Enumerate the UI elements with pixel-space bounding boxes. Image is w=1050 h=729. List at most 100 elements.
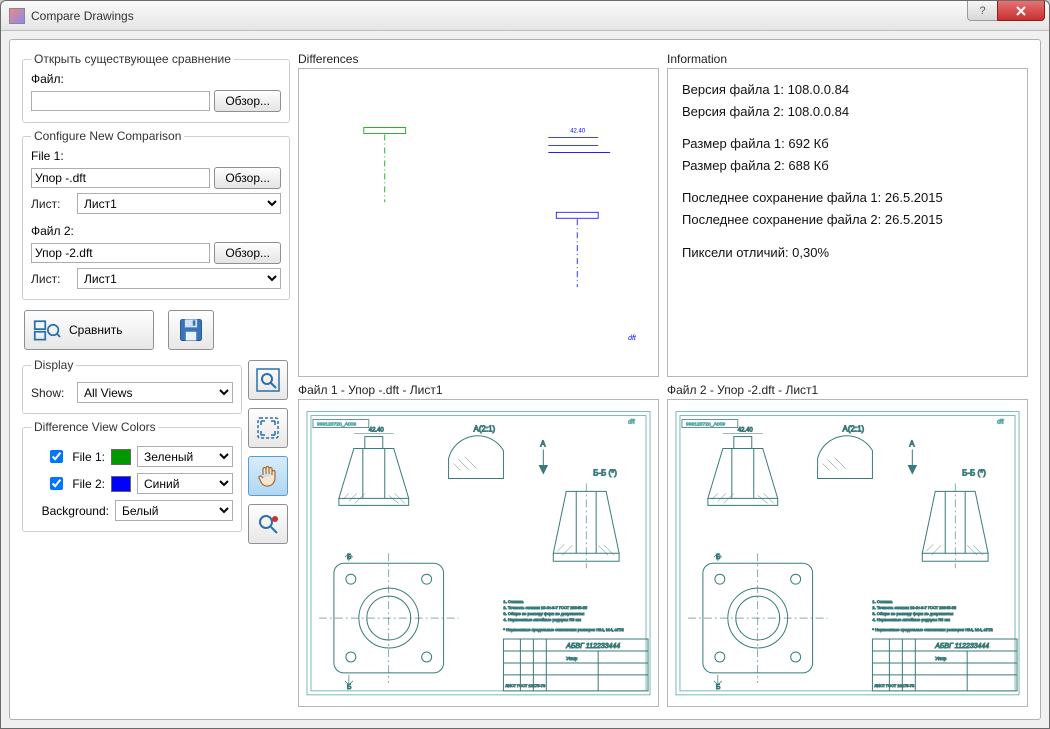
file2-input[interactable]	[31, 243, 210, 263]
svg-text:* Неуказанные предельные откло: * Неуказанные предельные отклонения разм…	[872, 627, 992, 632]
zoom-button[interactable]	[248, 504, 288, 544]
colors-group: Difference View Colors File 1: Зеленый F…	[22, 420, 242, 532]
existing-browse-button[interactable]: Обзор...	[214, 90, 281, 112]
configure-legend: Configure New Comparison	[31, 129, 184, 143]
svg-text:Б: Б	[347, 683, 352, 690]
sheet1-select[interactable]: Лист1	[77, 193, 281, 214]
zoom-fit-button[interactable]	[248, 360, 288, 400]
info-size1: Размер файла 1: 692 Кб	[682, 133, 1013, 155]
file1-panel: Файл 1 - Упор -.dft - Лист1 999123720_А0…	[298, 383, 659, 708]
help-button[interactable]: ?	[967, 1, 997, 21]
file1-color-select[interactable]: Зеленый	[137, 446, 233, 467]
svg-text:42.40: 42.40	[570, 129, 586, 135]
file2-panel: Файл 2 - Упор -2.dft - Лист1 999123720_А…	[667, 383, 1028, 708]
file2-color-select[interactable]: Синий	[137, 473, 233, 494]
svg-text:ЛИСТ ГОСТ 19175-73: ЛИСТ ГОСТ 19175-73	[505, 682, 546, 687]
show-label: Show:	[31, 386, 73, 400]
pan-icon	[255, 463, 281, 489]
file1-label: File 1:	[31, 149, 281, 163]
svg-text:А: А	[540, 439, 546, 448]
content-area: Открыть существующее сравнение Файл: Обз…	[9, 39, 1041, 720]
svg-text:А(2:1): А(2:1)	[843, 424, 865, 433]
app-icon	[9, 8, 25, 24]
file2-view[interactable]: 999123720_А009 dft 42.40 А(2:1) Б-Б (*) …	[667, 399, 1028, 708]
svg-text:999123720_А009: 999123720_А009	[317, 421, 356, 427]
svg-text:Упор: Упор	[566, 655, 577, 661]
app-window: Compare Drawings ? Открыть существующее …	[0, 0, 1050, 729]
compare-icon	[33, 316, 61, 344]
info-pixels: Пиксели отличий: 0,30%	[682, 242, 1013, 264]
sheet2-select[interactable]: Лист1	[77, 268, 281, 289]
information-title: Information	[667, 52, 1028, 66]
svg-text:АБВГ 112233444: АБВГ 112233444	[934, 642, 989, 649]
action-buttons: Сравнить	[22, 306, 290, 352]
svg-text:42.40: 42.40	[738, 427, 754, 433]
close-button[interactable]	[997, 1, 1045, 21]
sheet1-label: Лист:	[31, 197, 73, 211]
save-icon	[177, 316, 205, 344]
differences-view[interactable]: 42.40 dft	[298, 68, 659, 377]
svg-text:1. Отливка: 1. Отливка	[872, 599, 893, 604]
color-file1-label: File 1:	[72, 450, 105, 464]
show-select[interactable]: All Views	[77, 382, 233, 403]
sheet2-label: Лист:	[31, 272, 73, 286]
svg-text:1. Отливка: 1. Отливка	[503, 599, 524, 604]
tool-column	[248, 358, 290, 544]
svg-text:Упор: Упор	[935, 655, 946, 661]
window-title: Compare Drawings	[31, 9, 967, 23]
display-legend: Display	[31, 358, 76, 372]
file1-view[interactable]: 999123720_А009 dft 42.40 А(2:1) Б-Б (*) …	[298, 399, 659, 708]
svg-text:Б-Б (*): Б-Б (*)	[593, 468, 617, 477]
file1-color-swatch[interactable]	[111, 449, 131, 465]
bg-color-select[interactable]: Белый	[115, 500, 233, 521]
svg-text:А: А	[909, 439, 915, 448]
svg-text:3. Общие по размеру форм не до: 3. Общие по размеру форм не допускаются	[503, 611, 584, 616]
info-date1: Последнее сохранение файла 1: 26.5.2015	[682, 187, 1013, 209]
configure-group: Configure New Comparison File 1: Обзор..…	[22, 129, 290, 300]
display-group: Display Show: All Views	[22, 358, 242, 414]
file-label: Файл:	[31, 72, 281, 86]
svg-text:999123720_А009: 999123720_А009	[686, 421, 725, 427]
file1-title: Файл 1 - Упор -.dft - Лист1	[298, 383, 659, 397]
file1-input[interactable]	[31, 168, 210, 188]
file1-drawing-svg: 999123720_А009 dft 42.40 А(2:1) Б-Б (*) …	[299, 400, 658, 707]
file2-color-swatch[interactable]	[111, 476, 131, 492]
svg-text:2. Точность отливки 10-0т-6-7: 2. Точность отливки 10-0т-6-7 ГОСТ 26645…	[872, 605, 956, 610]
svg-text:dft: dft	[628, 419, 635, 425]
svg-text:dft: dft	[628, 335, 637, 342]
window-buttons: ?	[967, 1, 1049, 30]
file2-drawing-svg: 999123720_А009 dft 42.40 А(2:1) Б-Б (*) …	[668, 400, 1027, 707]
colors-legend: Difference View Colors	[31, 420, 159, 434]
compare-button[interactable]: Сравнить	[24, 310, 154, 350]
svg-text:2. Точность отливки 10-0т-6-7: 2. Точность отливки 10-0т-6-7 ГОСТ 26645…	[503, 605, 587, 610]
differences-panel: Differences 42.40 dft	[298, 52, 659, 377]
fit-window-button[interactable]	[248, 408, 288, 448]
svg-text:4. Неуказанные литейные радиус: 4. Неуказанные литейные радиусы R3 мм	[503, 617, 581, 622]
pan-button[interactable]	[248, 456, 288, 496]
zoom-fit-icon	[255, 367, 281, 393]
svg-text:А(2:1): А(2:1)	[474, 424, 496, 433]
info-version2: Версия файла 2: 108.0.0.84	[682, 101, 1013, 123]
info-date2: Последнее сохранение файла 2: 26.5.2015	[682, 209, 1013, 231]
info-version1: Версия файла 1: 108.0.0.84	[682, 79, 1013, 101]
file1-color-check[interactable]	[50, 450, 63, 463]
information-panel: Information Версия файла 1: 108.0.0.84 В…	[667, 52, 1028, 377]
open-existing-legend: Открыть существующее сравнение	[31, 52, 234, 66]
fit-window-icon	[255, 415, 281, 441]
svg-text:dft: dft	[997, 419, 1004, 425]
svg-text:АБВГ 112233444: АБВГ 112233444	[565, 642, 620, 649]
file2-browse-button[interactable]: Обзор...	[214, 242, 281, 264]
existing-file-input[interactable]	[31, 91, 210, 111]
file2-color-check[interactable]	[50, 477, 63, 490]
file1-browse-button[interactable]: Обзор...	[214, 167, 281, 189]
save-button[interactable]	[168, 310, 214, 350]
information-view: Версия файла 1: 108.0.0.84 Версия файла …	[667, 68, 1028, 377]
file2-label: Файл 2:	[31, 224, 281, 238]
sidebar: Открыть существующее сравнение Файл: Обз…	[22, 52, 290, 707]
svg-text:Б-Б (*): Б-Б (*)	[962, 468, 986, 477]
views-grid: Differences 42.40 dft	[298, 52, 1028, 707]
info-size2: Размер файла 2: 688 Кб	[682, 155, 1013, 177]
titlebar: Compare Drawings ?	[1, 1, 1049, 31]
compare-button-label: Сравнить	[69, 323, 122, 337]
file2-title: Файл 2 - Упор -2.dft - Лист1	[667, 383, 1028, 397]
